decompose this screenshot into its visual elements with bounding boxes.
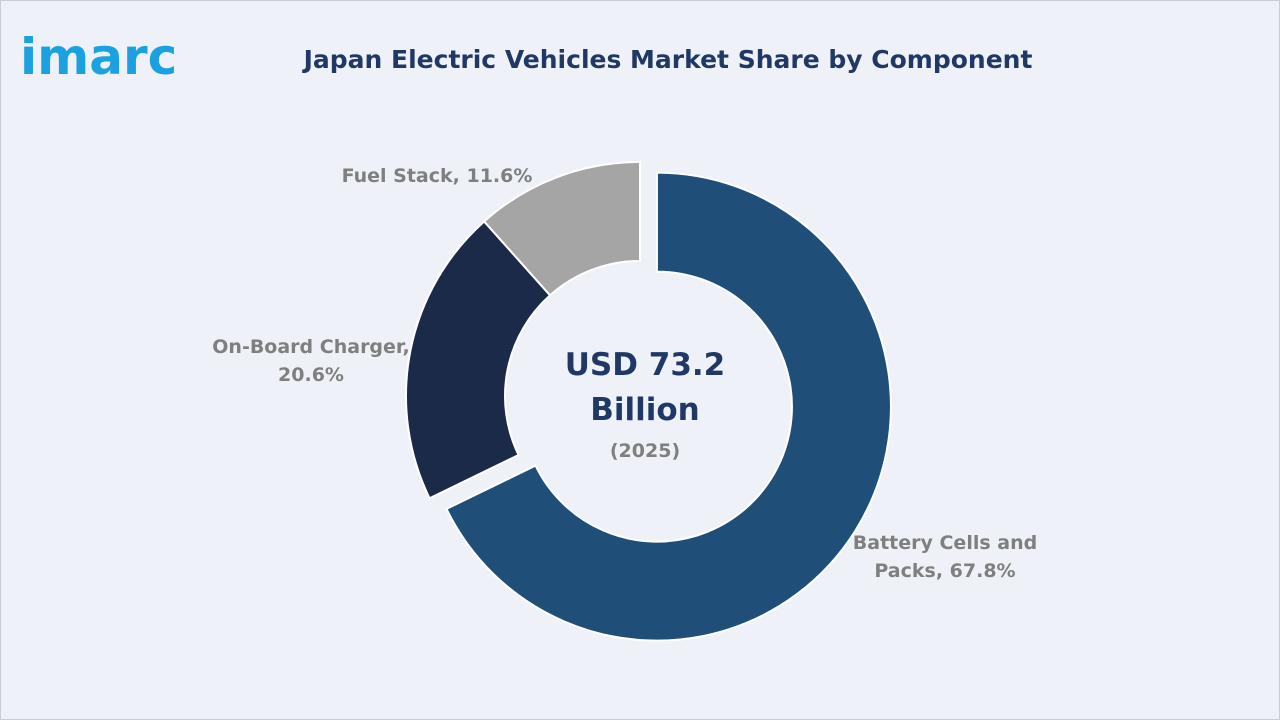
donut-slice: [445, 171, 892, 642]
donut-slice: [405, 220, 552, 500]
donut-slice: [482, 160, 641, 297]
data-label: On-Board Charger, 20.6%: [212, 336, 410, 386]
center-subtext: (2025): [609, 440, 681, 462]
logo: imarc: [20, 28, 177, 86]
data-label: Fuel Stack, 11.6%: [341, 165, 533, 187]
center-text: USD 73.2 Billion: [564, 347, 726, 428]
chart-title: Japan Electric Vehicles Market Share by …: [302, 45, 1033, 74]
data-label: Battery Cells and Packs, 67.8%: [852, 532, 1038, 582]
